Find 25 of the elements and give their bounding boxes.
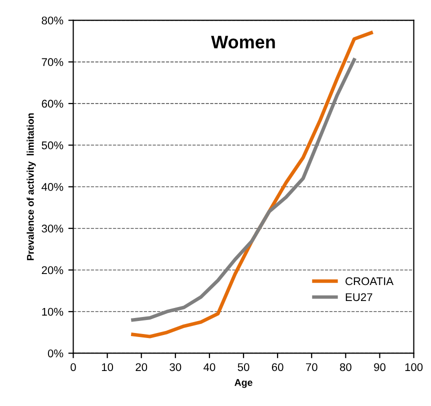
- y-tick-label: 50%: [42, 141, 64, 150]
- text: Women: [211, 36, 275, 48]
- x-tick-label: 20: [136, 363, 148, 372]
- x-axis-title: Age: [234, 379, 252, 388]
- x-tick-label: 100: [405, 363, 423, 372]
- x-tick-label: 40: [204, 363, 216, 372]
- y-tick-label: 20%: [42, 266, 64, 274]
- legend-label: CROATIA: [346, 277, 394, 286]
- x-tick-label: 50: [238, 363, 250, 372]
- y-tick-label: 60%: [42, 100, 64, 108]
- x-tick-label: 60: [272, 363, 284, 372]
- y-axis-title: Prevalence of activity limitation: [26, 113, 36, 260]
- x-tick-label: 80: [340, 363, 352, 372]
- x-tick-label: 70: [306, 363, 318, 372]
- y-tick-label: 0%: [48, 349, 64, 358]
- legend-label: EU27: [346, 293, 372, 302]
- x-tick-label: 90: [374, 363, 386, 372]
- x-tick-label: 0: [70, 363, 76, 372]
- y-tick-label: 30%: [42, 224, 64, 233]
- y-tick-label: 10%: [42, 308, 64, 316]
- x-tick-label: 30: [170, 363, 182, 372]
- y-tick-label: 70%: [42, 58, 64, 66]
- x-tick-label: 10: [102, 363, 114, 372]
- y-tick-label: 80%: [42, 16, 64, 24]
- y-tick-label: 40%: [42, 183, 64, 191]
